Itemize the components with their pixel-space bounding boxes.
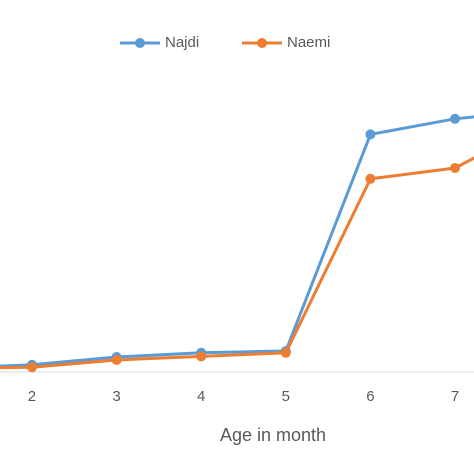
point <box>280 347 291 358</box>
point <box>365 173 376 184</box>
x-tick-label: 3 <box>112 388 120 405</box>
legend-label: Naemi <box>287 34 330 51</box>
x-tick-label: 7 <box>451 388 459 405</box>
point <box>111 355 122 365</box>
point <box>196 351 207 362</box>
legend-marker <box>257 38 267 48</box>
point <box>365 129 376 140</box>
x-tick-label: 2 <box>28 388 36 405</box>
x-axis-title: Age in month <box>220 425 326 445</box>
legend-label: Najdi <box>165 34 199 51</box>
x-tick-label: 4 <box>197 388 205 405</box>
series-line <box>0 115 474 368</box>
point <box>26 362 37 373</box>
legend-marker <box>135 38 145 48</box>
point <box>450 163 461 173</box>
x-tick-label: 5 <box>282 388 290 405</box>
x-tick-label: 6 <box>366 388 374 405</box>
point <box>450 113 461 124</box>
series-line <box>0 156 474 370</box>
